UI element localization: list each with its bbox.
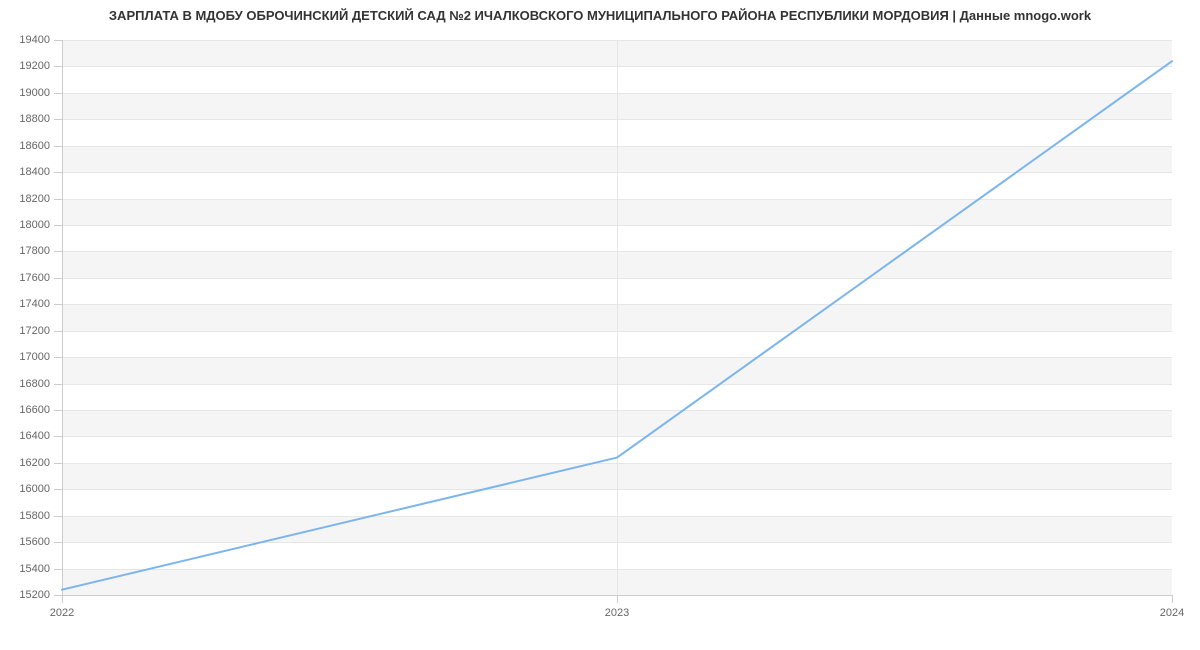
y-tick xyxy=(54,93,62,94)
y-axis-label: 16600 xyxy=(0,404,50,416)
y-tick xyxy=(54,66,62,67)
x-axis-label: 2024 xyxy=(1160,607,1184,619)
y-tick xyxy=(54,516,62,517)
y-tick xyxy=(54,357,62,358)
y-tick xyxy=(54,146,62,147)
y-axis-label: 18600 xyxy=(0,140,50,152)
y-axis-label: 17000 xyxy=(0,351,50,363)
y-tick xyxy=(54,569,62,570)
y-axis-label: 17400 xyxy=(0,298,50,310)
y-axis-label: 16800 xyxy=(0,378,50,390)
y-tick xyxy=(54,384,62,385)
y-tick xyxy=(54,172,62,173)
series-line xyxy=(62,40,1172,595)
y-tick xyxy=(54,436,62,437)
y-axis-label: 17800 xyxy=(0,245,50,257)
y-axis-label: 17200 xyxy=(0,325,50,337)
y-tick xyxy=(54,40,62,41)
y-axis-label: 15800 xyxy=(0,510,50,522)
x-tick xyxy=(1172,595,1173,603)
x-axis-label: 2022 xyxy=(50,607,74,619)
y-axis-label: 18400 xyxy=(0,166,50,178)
y-tick xyxy=(54,251,62,252)
y-tick xyxy=(54,278,62,279)
x-tick xyxy=(62,595,63,603)
y-axis-label: 19400 xyxy=(0,34,50,46)
plot-area: 1520015400156001580016000162001640016600… xyxy=(62,40,1172,595)
x-tick xyxy=(617,595,618,603)
y-axis-label: 17600 xyxy=(0,272,50,284)
x-axis-label: 2023 xyxy=(605,607,629,619)
y-tick xyxy=(54,225,62,226)
y-tick xyxy=(54,331,62,332)
y-tick xyxy=(54,463,62,464)
x-axis-line xyxy=(62,595,1172,596)
y-axis-label: 18000 xyxy=(0,219,50,231)
y-axis-label: 16200 xyxy=(0,457,50,469)
y-tick xyxy=(54,304,62,305)
y-axis-label: 15400 xyxy=(0,563,50,575)
y-tick xyxy=(54,199,62,200)
y-tick xyxy=(54,489,62,490)
y-tick xyxy=(54,119,62,120)
y-tick xyxy=(54,542,62,543)
y-axis-label: 19000 xyxy=(0,87,50,99)
salary-line-chart: ЗАРПЛАТА В МДОБУ ОБРОЧИНСКИЙ ДЕТСКИЙ САД… xyxy=(0,0,1200,650)
y-axis-label: 16000 xyxy=(0,483,50,495)
y-axis-label: 15600 xyxy=(0,536,50,548)
y-axis-label: 16400 xyxy=(0,430,50,442)
chart-title: ЗАРПЛАТА В МДОБУ ОБРОЧИНСКИЙ ДЕТСКИЙ САД… xyxy=(0,8,1200,23)
y-axis-label: 15200 xyxy=(0,589,50,601)
y-axis-label: 19200 xyxy=(0,60,50,72)
y-axis-label: 18800 xyxy=(0,113,50,125)
y-tick xyxy=(54,595,62,596)
y-axis-label: 18200 xyxy=(0,193,50,205)
y-tick xyxy=(54,410,62,411)
